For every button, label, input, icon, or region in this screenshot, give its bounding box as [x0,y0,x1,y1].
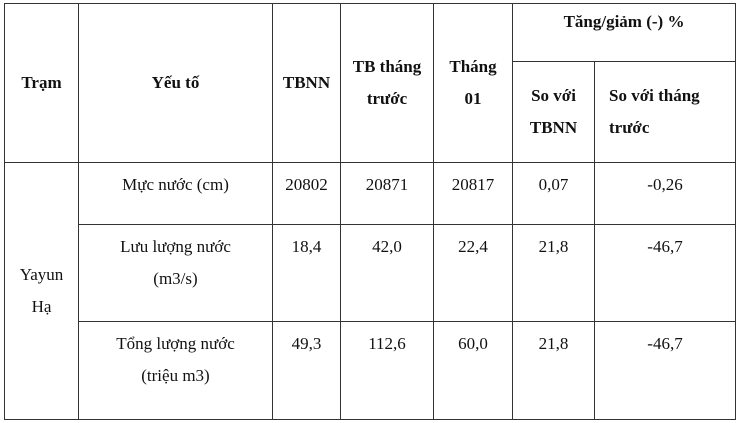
data-cell: Mực nước (cm) [78,162,273,225]
value-text: 42,0 [372,237,402,256]
data-cell: Tổng lượng nước (triệu m3) [78,321,273,420]
value-text: 49,3 [291,334,322,353]
value-text: -46,7 [647,334,683,353]
factor-text: Mực nước (cm) [122,175,229,194]
value-text: 20802 [285,175,328,194]
data-cell: -46,7 [593,224,737,322]
factor-text: Tổng lượng nước (triệu m3) [116,334,235,385]
station-text: Yayun Hạ [19,265,64,316]
data-cell: 20871 [340,162,434,225]
header-text: TB tháng trước [352,57,422,108]
header-cell: So với tháng trước [593,61,737,163]
value-text: 20871 [365,175,409,194]
data-cell: 0,07 [512,162,595,225]
station-cell: Yayun Hạ [4,162,79,420]
value-text: 60,0 [458,334,488,353]
value-text: -0,26 [647,175,683,194]
data-cell: 18,4 [272,224,341,322]
value-text: 112,6 [368,334,406,353]
header-cell: TBNN [272,3,341,163]
data-cell: 21,8 [512,224,595,322]
header-text: TBNN [282,73,331,92]
header-text: Trạm [21,73,62,92]
header-text: Tháng 01 [449,57,497,108]
value-text: 20817 [451,175,495,194]
data-cell: 20817 [433,162,513,225]
header-cell: Trạm [4,3,79,163]
data-cell: -0,26 [593,162,737,225]
header-text: Yếu tố [151,73,200,92]
value-text: 21,8 [538,237,569,256]
value-text: 18,4 [291,237,322,256]
data-cell: 21,8 [512,321,595,420]
data-cell: 20802 [272,162,341,225]
data-cell: 49,3 [272,321,341,420]
header-cell: Tháng 01 [433,3,513,163]
data-cell: 60,0 [433,321,513,420]
header-cell: Tăng/giảm (-) % [511,3,737,62]
value-text: 0,07 [538,175,569,194]
data-cell: Lưu lượng nước (m3/s) [78,224,273,322]
value-text: -46,7 [647,237,683,256]
header-cell: Yếu tố [78,3,273,163]
data-cell: 42,0 [340,224,434,322]
data-cell: -46,7 [593,321,737,420]
header-cell: TB tháng trước [340,3,434,163]
header-cell: So với TBNN [512,61,595,163]
data-table: Trạm Yếu tố TBNN TB tháng trước Tháng 01… [4,3,737,420]
data-cell: 22,4 [433,224,513,322]
header-text: So với TBNN [529,86,578,137]
header-text: So với tháng trước [609,86,700,137]
value-text: 21,8 [538,334,569,353]
value-text: 22,4 [458,237,488,256]
data-cell: 112,6 [340,321,434,420]
header-text: Tăng/giảm (-) % [563,12,685,31]
factor-text: Lưu lượng nước (m3/s) [120,237,231,288]
